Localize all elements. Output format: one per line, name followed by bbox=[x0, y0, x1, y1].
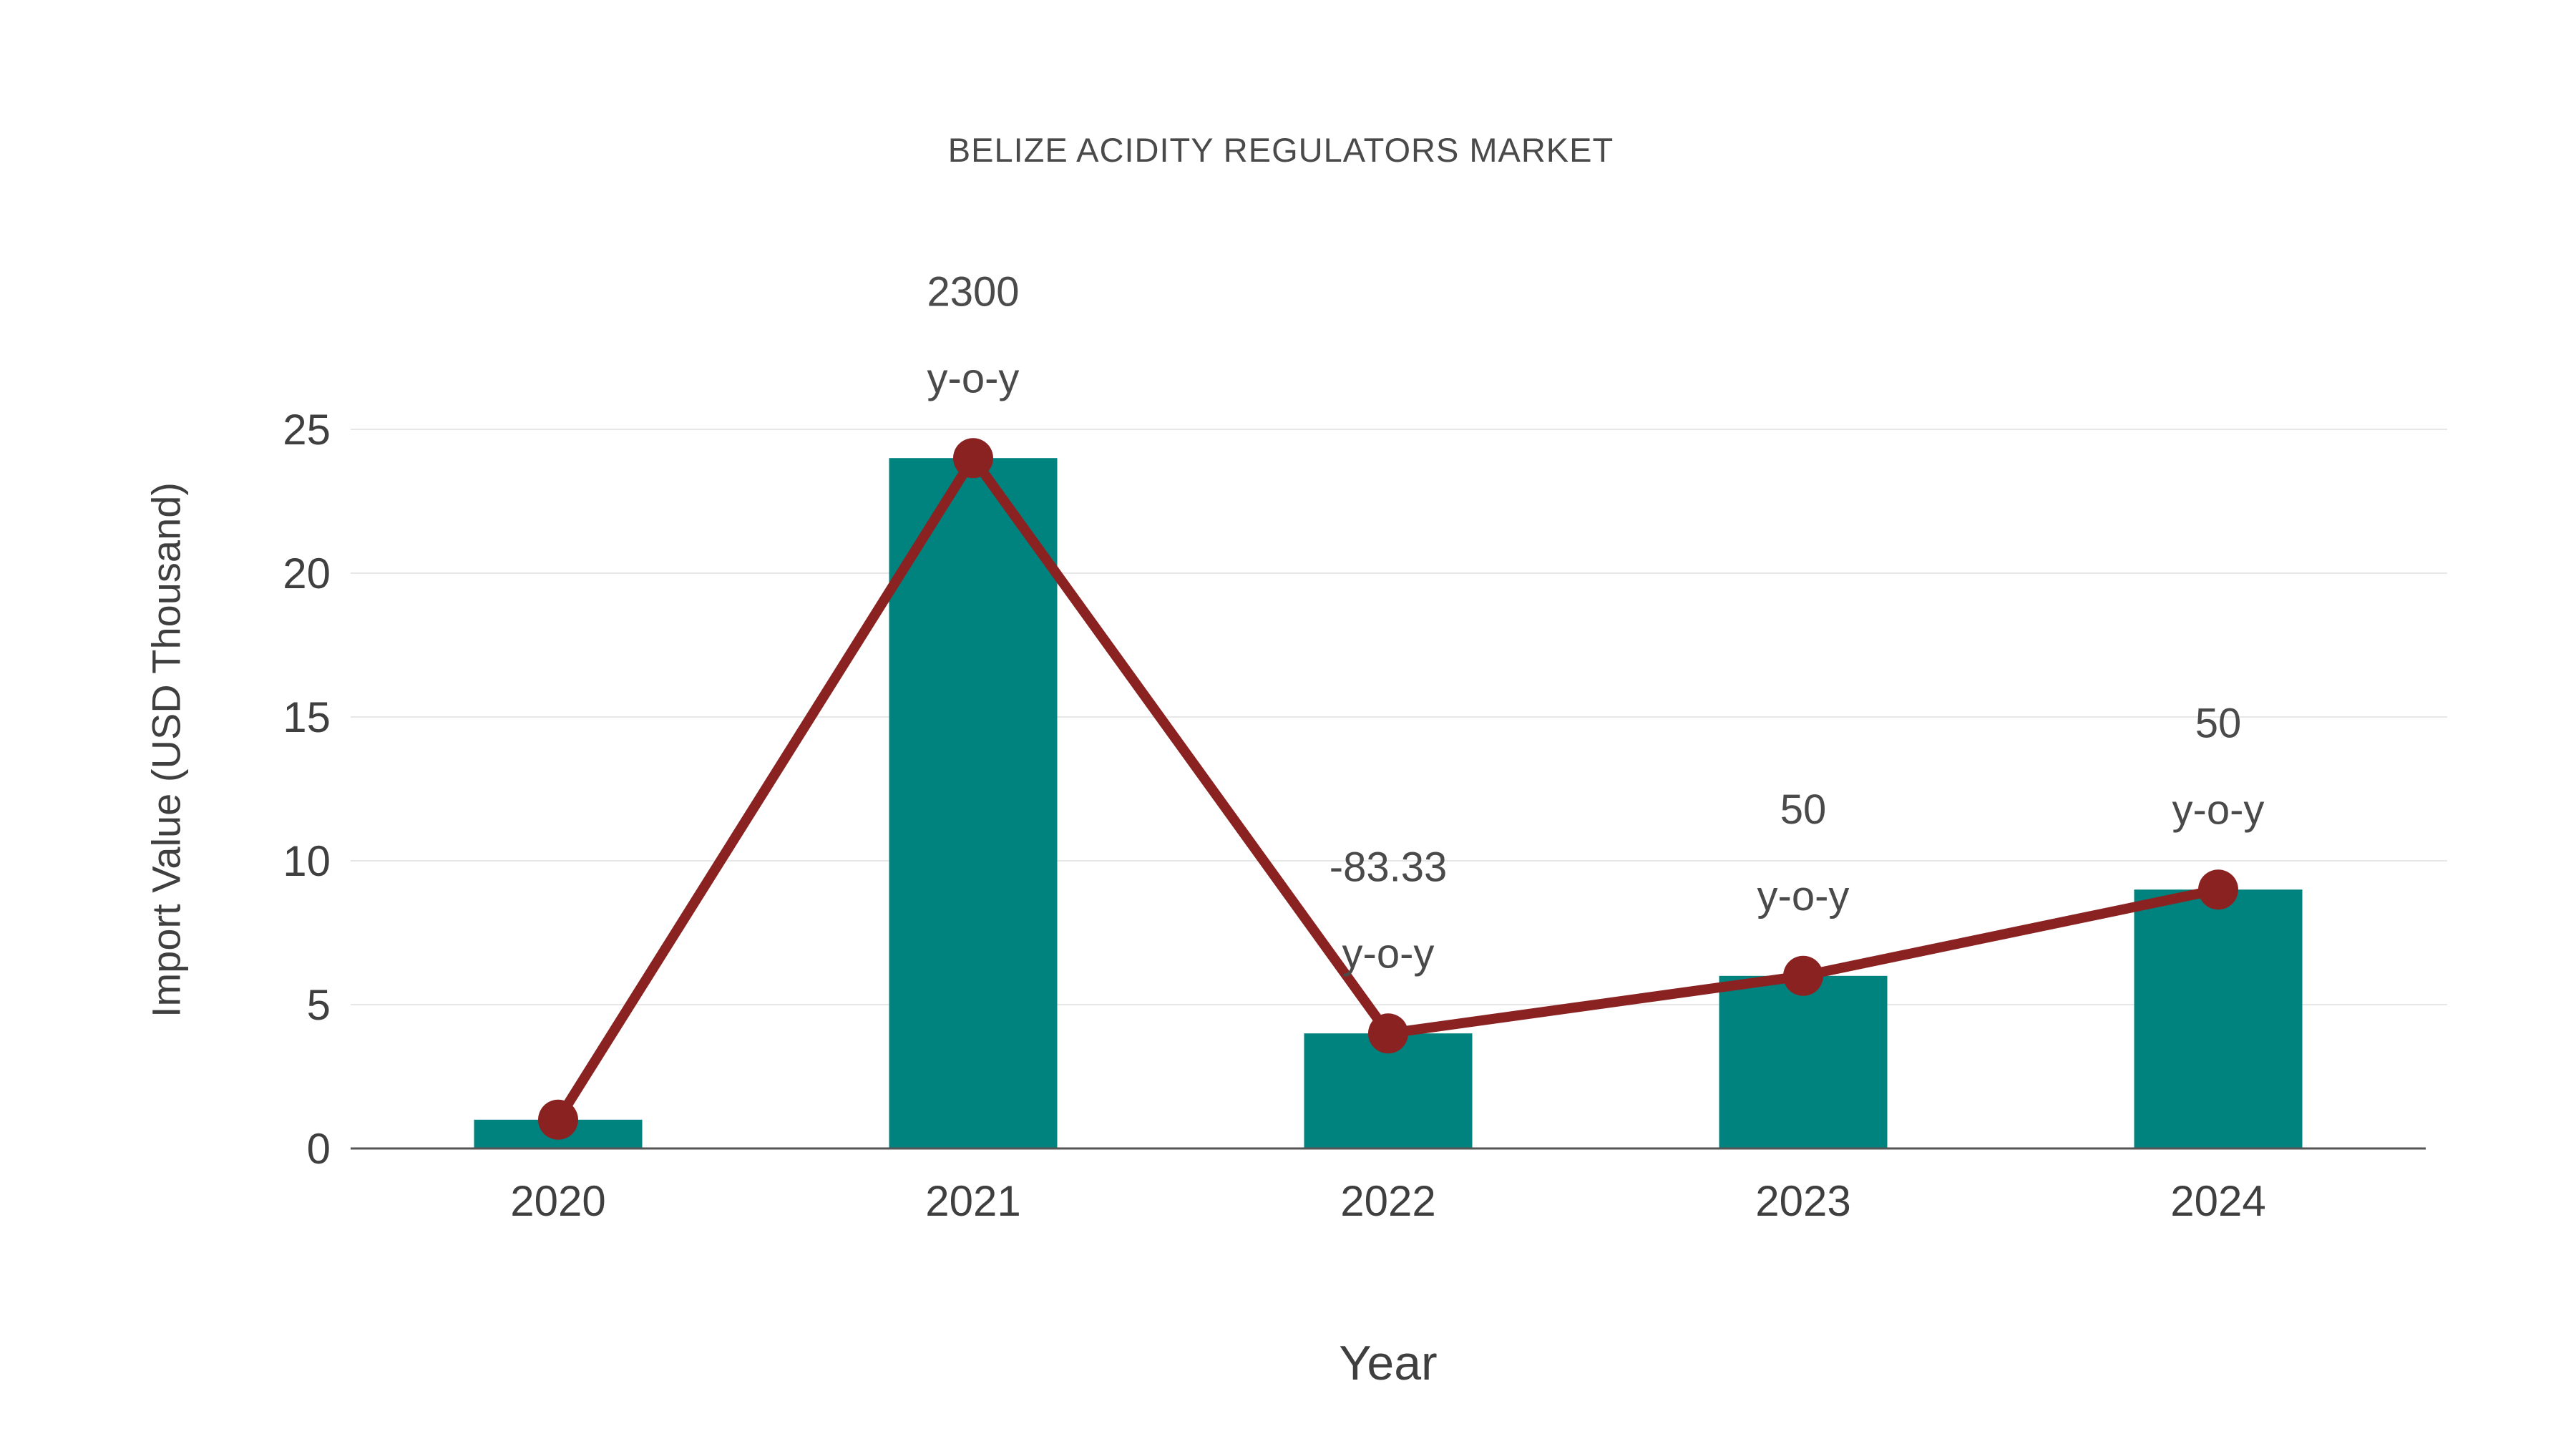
annotation-value-2024: 50 bbox=[2195, 701, 2242, 747]
x-tick-label-2024: 2024 bbox=[2170, 1177, 2265, 1225]
x-tick-label-2021: 2021 bbox=[925, 1177, 1020, 1225]
y-tick-label-10: 10 bbox=[283, 837, 331, 885]
marker-2020 bbox=[538, 1099, 578, 1140]
bar-2024 bbox=[2134, 889, 2303, 1148]
y-tick-label-25: 25 bbox=[283, 406, 331, 454]
bar-2021 bbox=[889, 458, 1058, 1148]
y-tick-label-5: 5 bbox=[307, 981, 331, 1029]
annotation-suffix-2021: y-o-y bbox=[927, 356, 1020, 402]
marker-2024 bbox=[2198, 869, 2238, 910]
bar-2023 bbox=[1719, 975, 1888, 1148]
annotation-suffix-2024: y-o-y bbox=[2172, 787, 2265, 834]
y-tick-label-0: 0 bbox=[307, 1125, 331, 1173]
marker-2021 bbox=[953, 438, 993, 479]
y-tick-label-15: 15 bbox=[283, 693, 331, 741]
marker-2022 bbox=[1368, 1013, 1408, 1054]
x-tick-label-2020: 2020 bbox=[510, 1177, 605, 1225]
annotation-value-2023: 50 bbox=[1780, 786, 1827, 833]
marker-2023 bbox=[1783, 955, 1823, 996]
x-axis-label: Year bbox=[1339, 1336, 1438, 1390]
annotation-suffix-2022: y-o-y bbox=[1342, 931, 1435, 977]
x-tick-label-2022: 2022 bbox=[1340, 1177, 1435, 1225]
annotation-value-2022: -83.33 bbox=[1330, 844, 1447, 891]
x-tick-label-2023: 2023 bbox=[1755, 1177, 1850, 1225]
chart-title: BELIZE ACIDITY REGULATORS MARKET bbox=[947, 131, 1614, 169]
annotation-suffix-2023: y-o-y bbox=[1757, 873, 1850, 919]
y-tick-label-20: 20 bbox=[283, 550, 331, 597]
annotation-value-2021: 2300 bbox=[927, 269, 1019, 316]
